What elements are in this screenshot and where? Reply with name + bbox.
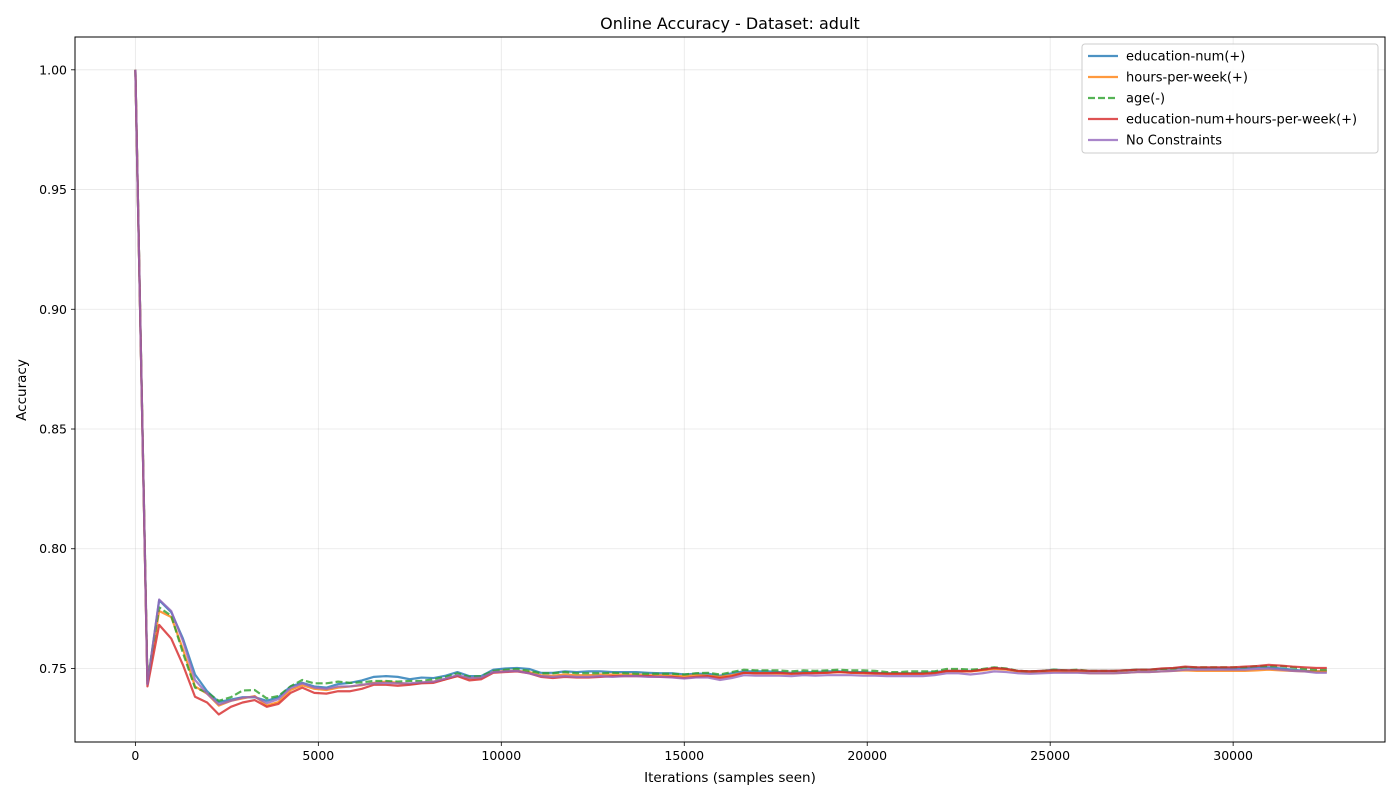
y-tick-label: 0.80 <box>39 541 67 556</box>
x-tick-label: 20000 <box>847 748 887 763</box>
y-tick-label: 0.85 <box>39 422 67 437</box>
x-axis-label: Iterations (samples seen) <box>644 770 816 786</box>
y-tick-label: 0.90 <box>39 302 67 317</box>
legend: education-num(+) hours-per-week(+) age(-) e… <box>1082 44 1378 153</box>
y-axis-label: Accuracy <box>14 359 30 421</box>
legend-label: education-num(+) <box>1126 50 1245 65</box>
legend-label: No Constraints <box>1126 134 1222 149</box>
x-tick-label: 25000 <box>1030 748 1070 763</box>
x-tick-label: 30000 <box>1213 748 1253 763</box>
x-tick-label: 10000 <box>481 748 521 763</box>
y-tick-label: 0.75 <box>39 661 67 676</box>
legend-label: age(-) <box>1126 92 1165 107</box>
y-tick-label: 0.95 <box>39 182 67 197</box>
legend-label: hours-per-week(+) <box>1126 71 1248 86</box>
y-tick-label: 1.00 <box>39 62 67 77</box>
x-tick-label: 5000 <box>302 748 334 763</box>
x-tick-label: 15000 <box>664 748 704 763</box>
x-tick-label: 0 <box>131 748 139 763</box>
legend-label: education-num+hours-per-week(+) <box>1126 113 1357 128</box>
chart-title: Online Accuracy - Dataset: adult <box>600 14 860 33</box>
